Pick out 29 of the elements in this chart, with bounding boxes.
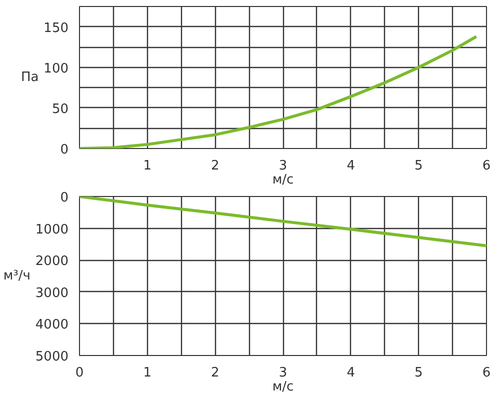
x-tick-label: 4 [346,158,355,174]
y-tick-label: 50 [52,102,69,117]
x-tick-label: 2 [211,366,220,380]
line-series [80,35,478,148]
x-tick-label: 2 [211,158,220,174]
x-tick-label: 5 [414,158,423,174]
y-tick-label: 100 [44,61,69,76]
x-tick-label: 4 [346,366,355,380]
y-axis-title: Па [20,70,39,85]
y-tick-label: 5000 [35,350,69,364]
x-tick-label: 6 [482,366,491,380]
y-tick-label: 2000 [35,254,69,270]
x-tick-label: 6 [482,158,491,174]
y-axis-title: м³/ч [3,268,30,284]
x-tick-label: 0 [75,366,84,380]
y-tick-label: 1000 [35,222,69,238]
y-tick-label: 0 [60,190,69,206]
y-tick-label: 4000 [35,318,69,333]
y-tick-label: 3000 [35,286,69,301]
x-tick-label: 3 [278,158,288,174]
x-tick-label: 3 [278,366,288,380]
y-tick-label: 150 [44,20,69,36]
y-tick-label: 0 [60,142,69,158]
x-tick-label: 1 [143,158,152,174]
x-tick-label: 1 [143,366,152,380]
x-axis-title: м/с [272,172,294,188]
x-axis-title: м/с [272,380,294,394]
x-tick-label: 5 [414,366,423,380]
line-series [80,196,486,248]
